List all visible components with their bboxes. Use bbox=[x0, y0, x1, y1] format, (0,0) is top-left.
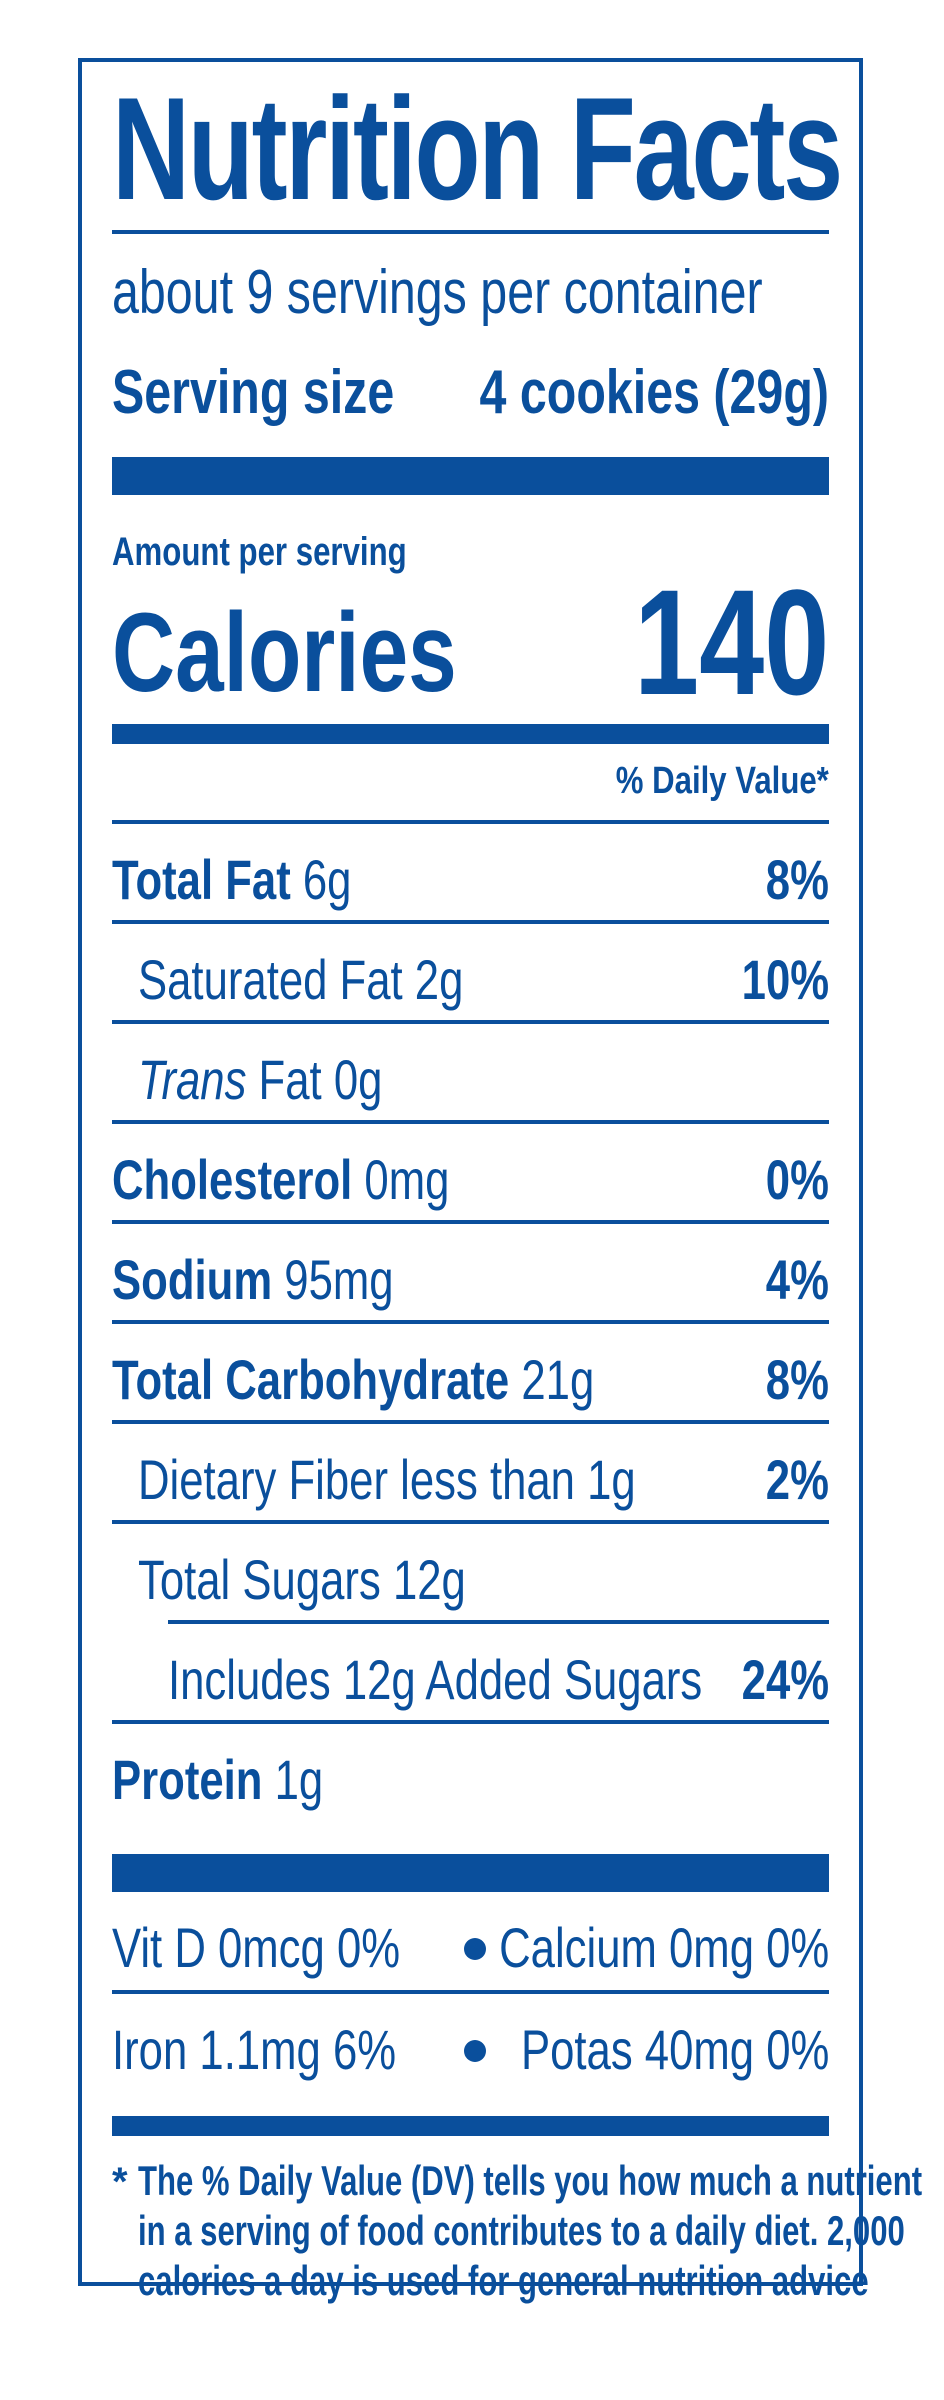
nutrient-dv: 0% bbox=[765, 1148, 829, 1211]
footnote-line: calories a day is used for general nutri… bbox=[138, 2257, 869, 2304]
nutrient-dv: 8% bbox=[765, 1348, 829, 1411]
footnote-star: * bbox=[112, 2160, 128, 2204]
serving-size-label: Serving size bbox=[112, 358, 395, 427]
nutrient-label: Total Fat 6g bbox=[112, 848, 352, 911]
daily-value-header: % Daily Value* bbox=[615, 760, 829, 802]
vitamin-row: Iron 1.1mg 6% Potas 40mg 0% bbox=[112, 1994, 829, 2094]
servings-per-container: about 9 servings per container bbox=[112, 258, 763, 327]
vitamin-left: Iron 1.1mg 6% bbox=[112, 2018, 397, 2081]
nutrition-facts-panel: Nutrition Facts about 9 servings per con… bbox=[78, 58, 922, 2302]
amount-per-serving: Amount per serving bbox=[112, 530, 407, 574]
row-divider bbox=[112, 1120, 829, 1124]
vitamin-right: Potas 40mg 0% bbox=[520, 2018, 829, 2081]
nutrient-label: Protein 1g bbox=[112, 1748, 324, 1811]
vitamin-row: Vit D 0mcg 0% Calcium 0mg 0% bbox=[112, 1892, 829, 1992]
vitamin-left: Vit D 0mcg 0% bbox=[112, 1916, 401, 1979]
vitamin-right: Calcium 0mg 0% bbox=[498, 1916, 829, 1979]
row-divider bbox=[112, 1720, 829, 1724]
nutrient-dv: 4% bbox=[765, 1248, 829, 1311]
nutrient-row-total-fat: Total Fat 6g 8% bbox=[112, 824, 829, 924]
nutrient-dv: 2% bbox=[765, 1448, 829, 1511]
thick-divider bbox=[112, 457, 829, 495]
footnote-line: in a serving of food contributes to a da… bbox=[138, 2207, 905, 2254]
nutrient-dv: 24% bbox=[741, 1648, 829, 1711]
medium-divider bbox=[112, 724, 829, 744]
bullet-icon bbox=[464, 1938, 486, 1960]
nutrient-label: Total Carbohydrate 21g bbox=[112, 1348, 595, 1411]
medium-divider bbox=[112, 2116, 829, 2136]
nutrient-row-total-carbohydrate: Total Carbohydrate 21g 8% bbox=[112, 1324, 829, 1424]
panel-title: Nutrition Facts bbox=[112, 67, 843, 230]
nutrient-row-saturated-fat: Saturated Fat 2g 10% bbox=[112, 924, 829, 1024]
row-divider bbox=[112, 1020, 829, 1024]
row-divider bbox=[112, 920, 829, 924]
nutrient-row-cholesterol: Cholesterol 0mg 0% bbox=[112, 1124, 829, 1224]
row-divider bbox=[112, 1520, 829, 1524]
nutrient-dv: 10% bbox=[741, 948, 829, 1011]
nutrient-label: Trans Fat 0g bbox=[138, 1048, 383, 1111]
nutrient-label: Dietary Fiber less than 1g bbox=[138, 1448, 636, 1511]
divider bbox=[112, 1990, 829, 1994]
nutrient-label: Sodium 95mg bbox=[112, 1248, 394, 1311]
row-divider bbox=[112, 1320, 829, 1324]
nutrient-label: Total Sugars 12g bbox=[138, 1548, 466, 1611]
calories-label: Calories bbox=[112, 590, 457, 715]
nutrient-row-added-sugars: Includes 12g Added Sugars 24% bbox=[112, 1624, 829, 1724]
nutrient-label: Saturated Fat 2g bbox=[138, 948, 464, 1011]
thick-divider bbox=[112, 1854, 829, 1892]
nutrient-row-trans-fat: Trans Fat 0g bbox=[112, 1024, 829, 1124]
row-divider bbox=[112, 1220, 829, 1224]
nutrient-row-protein: Protein 1g bbox=[112, 1724, 829, 1824]
footnote-line: The % Daily Value (DV) tells you how muc… bbox=[138, 2157, 923, 2204]
divider bbox=[112, 230, 829, 234]
divider bbox=[112, 820, 829, 824]
bullet-icon bbox=[464, 2040, 486, 2062]
nutrient-label: Includes 12g Added Sugars bbox=[168, 1648, 703, 1711]
nutrient-row-total-sugars: Total Sugars 12g bbox=[112, 1524, 829, 1624]
calories-value: 140 bbox=[633, 558, 829, 726]
serving-size-value: 4 cookies (29g) bbox=[479, 358, 829, 427]
nutrient-row-dietary-fiber: Dietary Fiber less than 1g 2% bbox=[112, 1424, 829, 1524]
row-divider bbox=[168, 1620, 829, 1624]
row-divider bbox=[112, 1420, 829, 1424]
nutrient-dv: 8% bbox=[765, 848, 829, 911]
nutrient-row-sodium: Sodium 95mg 4% bbox=[112, 1224, 829, 1324]
nutrient-label: Cholesterol 0mg bbox=[112, 1148, 450, 1211]
